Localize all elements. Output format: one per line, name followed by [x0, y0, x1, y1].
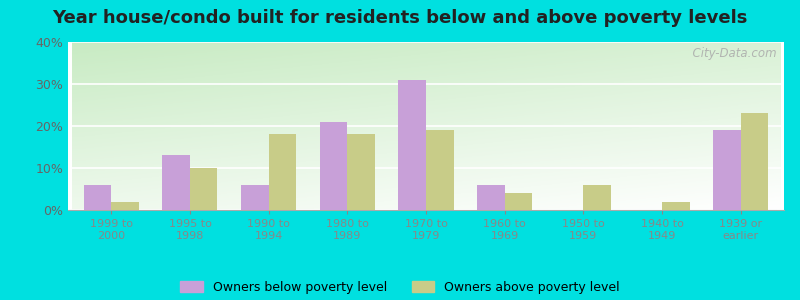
Bar — [741, 113, 768, 210]
Bar — [269, 134, 296, 210]
Text: Year house/condo built for residents below and above poverty levels: Year house/condo built for residents bel… — [52, 9, 748, 27]
Bar — [662, 202, 690, 210]
Bar — [84, 185, 111, 210]
Bar — [398, 80, 426, 210]
Bar — [241, 185, 269, 210]
Bar — [162, 155, 190, 210]
Bar — [190, 168, 218, 210]
Bar — [713, 130, 741, 210]
Bar — [426, 130, 454, 210]
Legend: Owners below poverty level, Owners above poverty level: Owners below poverty level, Owners above… — [180, 281, 620, 294]
Bar — [320, 122, 347, 210]
Text: City-Data.com: City-Data.com — [686, 47, 777, 60]
Bar — [111, 202, 139, 210]
Bar — [583, 185, 611, 210]
Bar — [505, 193, 532, 210]
Bar — [347, 134, 375, 210]
Bar — [477, 185, 505, 210]
